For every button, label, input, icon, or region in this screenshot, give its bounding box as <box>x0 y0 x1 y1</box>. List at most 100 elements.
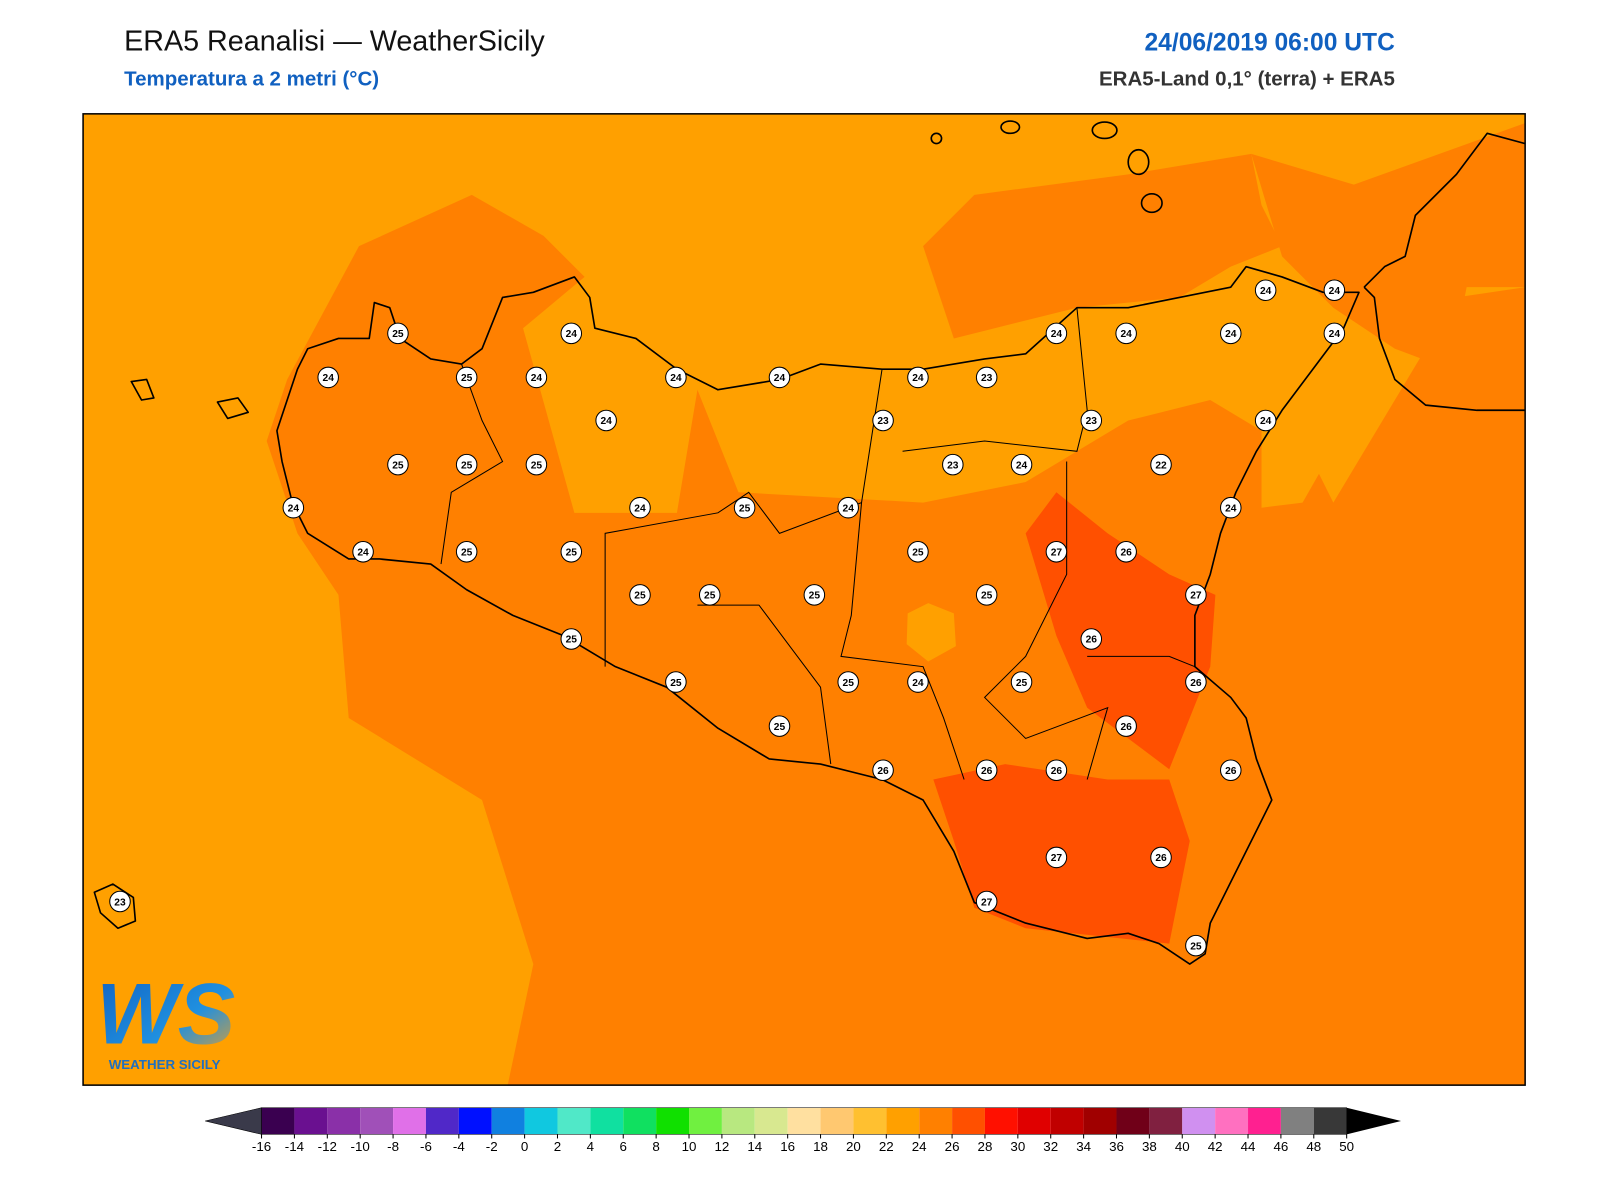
island <box>1000 120 1021 135</box>
map-frame <box>82 113 1526 1086</box>
station-marker <box>560 541 583 563</box>
station-marker <box>455 541 478 563</box>
colorbar-segment <box>656 1107 690 1135</box>
colorbar-tick-label: 50 <box>1339 1139 1354 1154</box>
station-value: 24 <box>1329 286 1341 297</box>
station-value: 24 <box>566 329 578 340</box>
station-value: 24 <box>843 503 855 514</box>
colorbar-segment <box>1017 1107 1051 1135</box>
station-marker <box>1220 322 1242 345</box>
station-value: 25 <box>566 548 578 559</box>
station-value: 25 <box>1016 678 1028 689</box>
colorbar-tick-label: -16 <box>252 1139 271 1154</box>
station-marker <box>1185 671 1207 693</box>
station-value: 25 <box>461 460 473 471</box>
station-marker <box>1045 846 1068 869</box>
station-layer: 25 24 24 25 24 24 24 24 23 24 24 24 24 24 24 24 23 23 24 25… <box>109 279 1346 957</box>
colorbar-tick-label: 42 <box>1208 1139 1223 1154</box>
temperature-field <box>906 603 956 662</box>
station-marker <box>942 453 964 476</box>
colorbar-tick-label: 48 <box>1306 1139 1321 1154</box>
station-value: 24 <box>288 503 300 514</box>
map-title: ERA5 Reanalisi — WeatherSicily <box>124 26 545 58</box>
colorbar-tick-label: 32 <box>1043 1139 1058 1154</box>
colorbar-tick-label: 44 <box>1241 1139 1256 1154</box>
colorbar-tick-label: 8 <box>652 1139 659 1154</box>
station-marker <box>975 759 998 782</box>
colorbar-segment <box>1248 1107 1281 1135</box>
logo: WS WEATHER SICILY <box>96 966 235 1072</box>
colorbar-tick-label: 40 <box>1175 1139 1190 1154</box>
station-value: 25 <box>670 678 682 689</box>
colorbar-tick-label: -6 <box>420 1139 432 1154</box>
colorbar-tick-label: 10 <box>682 1139 697 1154</box>
island <box>216 397 250 420</box>
station-marker <box>665 671 687 693</box>
station-marker <box>1115 715 1137 737</box>
station-value: 23 <box>114 897 126 908</box>
station-marker <box>1254 279 1277 302</box>
station-value: 23 <box>947 460 959 471</box>
station-value: 25 <box>392 329 404 340</box>
colorbar: -16 -14 -12 -10 -8 -6 -4 -2 0 2 4 6 8 10 12 14 16 18 20 22 2… <box>205 1107 1402 1154</box>
station-value: 26 <box>1155 853 1167 864</box>
station-value: 24 <box>323 373 335 384</box>
station-marker <box>1254 409 1277 432</box>
logo-text: WEATHER SICILY <box>109 1057 221 1072</box>
colorbar-segment <box>984 1107 1018 1135</box>
station-value: 25 <box>739 503 751 514</box>
station-marker <box>1220 496 1242 519</box>
colorbar-segment <box>754 1107 788 1135</box>
station-value: 24 <box>670 373 682 384</box>
station-value: 24 <box>1225 503 1237 514</box>
island <box>1140 193 1163 214</box>
station-marker <box>560 322 583 345</box>
station-marker <box>525 453 548 476</box>
station-value: 25 <box>634 591 646 602</box>
colorbar-tick-label: 20 <box>846 1139 861 1154</box>
station-marker <box>837 671 859 693</box>
station-marker <box>768 366 791 389</box>
logo-mark: WS <box>96 966 235 1062</box>
station-marker <box>698 584 721 606</box>
map-source: ERA5-Land 0,1° (terra) + ERA5 <box>1099 67 1395 90</box>
station-marker <box>282 496 305 519</box>
station-value: 25 <box>392 460 404 471</box>
station-marker <box>1323 322 1346 345</box>
station-value: 24 <box>1225 329 1237 340</box>
station-value: 26 <box>1051 766 1063 777</box>
colorbar-segment <box>1280 1107 1314 1135</box>
station-value: 25 <box>461 373 473 384</box>
island <box>130 378 155 401</box>
station-marker <box>907 671 929 693</box>
station-value: 24 <box>634 503 646 514</box>
colorbar-tick-label: -14 <box>285 1139 305 1154</box>
colorbar-segment <box>425 1107 459 1135</box>
station-marker <box>872 409 894 432</box>
station-marker <box>1150 453 1172 476</box>
map-date: 24/06/2019 06:00 UTC <box>1144 30 1395 57</box>
colorbar-segment <box>1050 1107 1084 1135</box>
province-border <box>983 461 1109 780</box>
station-value: 25 <box>461 548 473 559</box>
colorbar-segment <box>1182 1107 1216 1135</box>
colorbar-tick-label: 38 <box>1142 1139 1157 1154</box>
coastline <box>1363 132 1526 288</box>
province-border <box>840 502 965 780</box>
station-value: 26 <box>1190 678 1202 689</box>
station-value: 25 <box>704 591 716 602</box>
colorbar-segment <box>524 1107 558 1135</box>
colorbar-tick-label: 24 <box>912 1139 927 1154</box>
temperature-field <box>266 194 1526 1086</box>
colorbar-tick-label: -4 <box>453 1139 465 1154</box>
station-value: 26 <box>1225 766 1237 777</box>
station-marker <box>733 496 756 519</box>
colorbar-segment <box>1215 1107 1249 1135</box>
station-value: 22 <box>1155 460 1167 471</box>
station-value: 25 <box>809 591 821 602</box>
colorbar-tick-label: 28 <box>978 1139 993 1154</box>
colorbar-segment <box>886 1107 920 1135</box>
station-value: 25 <box>566 635 578 646</box>
colorbar-tick-label: -10 <box>351 1139 370 1154</box>
station-value: 24 <box>1016 460 1028 471</box>
